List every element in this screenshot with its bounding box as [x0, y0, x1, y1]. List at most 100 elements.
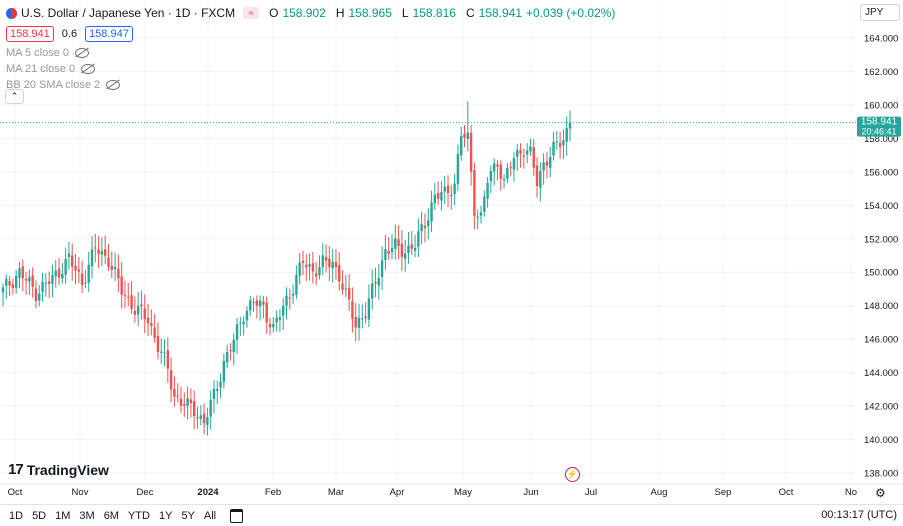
candle-body — [140, 304, 143, 307]
candle-body — [367, 298, 371, 320]
currency-select[interactable]: JPY — [860, 4, 900, 21]
candle-body — [64, 258, 67, 275]
candle-body — [265, 302, 268, 323]
candle-body — [225, 352, 229, 363]
candle-body — [338, 265, 341, 282]
open-value: 158.902 — [282, 6, 326, 20]
candle-body — [67, 253, 71, 258]
candle-body — [21, 266, 24, 279]
candle-body — [146, 317, 150, 324]
candle-body — [450, 194, 453, 196]
candle-body — [463, 133, 466, 138]
chevron-up-icon[interactable]: ⌃ — [5, 89, 24, 104]
candle-body — [156, 335, 160, 352]
candle-body — [502, 178, 506, 181]
candle-body — [268, 324, 272, 328]
tradingview-logo[interactable]: 17 TradingView — [8, 461, 109, 478]
candle-body — [229, 350, 232, 352]
candle-body — [163, 352, 166, 354]
x-tick-label: Dec — [137, 487, 154, 498]
y-tick-label: 138.000 — [864, 469, 898, 480]
x-tick-label: May — [454, 487, 472, 498]
x-tick-label: Oct — [8, 487, 23, 498]
candle-body — [492, 163, 496, 172]
candle-body — [565, 128, 568, 142]
candle-body — [110, 265, 113, 270]
candle-body — [321, 255, 324, 268]
candle-body — [209, 400, 212, 417]
candle-body — [133, 310, 137, 315]
candle-body — [28, 277, 31, 282]
eye-hidden-icon[interactable] — [81, 64, 96, 74]
candle-body — [374, 282, 377, 284]
x-tick-label: Jun — [523, 487, 538, 498]
candle-body — [347, 287, 351, 300]
candle-body — [331, 261, 334, 269]
candle-body — [558, 143, 562, 148]
high-value: 158.965 — [348, 6, 392, 20]
eye-hidden-icon[interactable] — [106, 80, 121, 90]
candle-body — [262, 301, 265, 305]
candle-body — [173, 388, 176, 397]
candle-body — [387, 250, 390, 255]
timeframe-ytd[interactable]: YTD — [127, 509, 150, 522]
candle-body — [278, 317, 282, 320]
candle-body — [222, 361, 226, 382]
indicator-bb20[interactable]: BB 20 SMA close 2 — [6, 77, 615, 93]
symbol-title[interactable]: U.S. Dollar / Japanese Yen · 1D · FXCM — [21, 6, 236, 20]
candle-body — [11, 284, 15, 289]
candle-body — [525, 150, 529, 155]
indicator-ma21[interactable]: MA 21 close 0 — [6, 61, 615, 77]
close-value: 158.941 — [478, 6, 523, 20]
price-axis: 164.000 162.000 160.000 158.000 156.000 154.0… — [864, 34, 898, 480]
clock-utc[interactable]: 00:13:17 (UTC) — [821, 509, 897, 521]
timeframe-all[interactable]: All — [203, 509, 217, 522]
candle-body — [216, 389, 219, 391]
candle-body — [403, 253, 407, 259]
candle-body — [298, 262, 301, 276]
timeframe-3m[interactable]: 3M — [79, 509, 95, 522]
indicator-label: MA 21 close 0 — [6, 63, 76, 75]
candle-body — [499, 164, 502, 179]
calendar-icon[interactable] — [230, 508, 244, 523]
timeframe-5y[interactable]: 5Y — [181, 509, 195, 522]
lightning-icon[interactable]: ⚡ — [565, 467, 580, 482]
timeframe-1m[interactable]: 1M — [55, 509, 71, 522]
candle-body — [433, 194, 437, 204]
equals-icon[interactable]: ≈ — [243, 7, 260, 19]
candle-body — [351, 301, 354, 319]
indicator-ma5[interactable]: MA 5 close 0 — [6, 45, 615, 61]
candle-body — [282, 305, 285, 316]
candle-body — [466, 132, 470, 139]
buy-button[interactable]: 158.947 — [85, 26, 133, 42]
candle-body — [430, 202, 433, 222]
svg-text:158.941: 158.941 — [861, 117, 898, 128]
candle-body — [255, 300, 259, 306]
brand-name: TradingView — [26, 461, 109, 478]
candle-body — [476, 216, 479, 218]
candle-body — [160, 351, 163, 353]
candle-body — [410, 244, 413, 249]
candle-body — [420, 224, 423, 232]
candle-body — [8, 281, 11, 286]
candle-body — [328, 258, 331, 268]
timeframe-5d[interactable]: 5D — [32, 509, 47, 522]
candle-body — [400, 243, 404, 257]
candle-body — [456, 153, 460, 184]
timeframe-1y[interactable]: 1Y — [158, 509, 173, 522]
low-value: 158.816 — [412, 6, 456, 20]
timeframe-1d[interactable]: 1D — [9, 509, 24, 522]
candle-body — [357, 317, 361, 328]
gear-icon[interactable]: ⚙ — [875, 486, 886, 500]
eye-hidden-icon[interactable] — [74, 48, 89, 58]
candle-body — [199, 415, 202, 419]
candle-body — [212, 389, 216, 400]
candle-body — [44, 282, 48, 284]
timeframe-6m[interactable]: 6M — [103, 509, 119, 522]
candle-body — [252, 302, 255, 304]
candle-body — [539, 171, 542, 188]
x-tick-label: Jul — [585, 487, 597, 498]
low-label: L — [401, 6, 409, 20]
sell-button[interactable]: 158.941 — [6, 26, 54, 42]
